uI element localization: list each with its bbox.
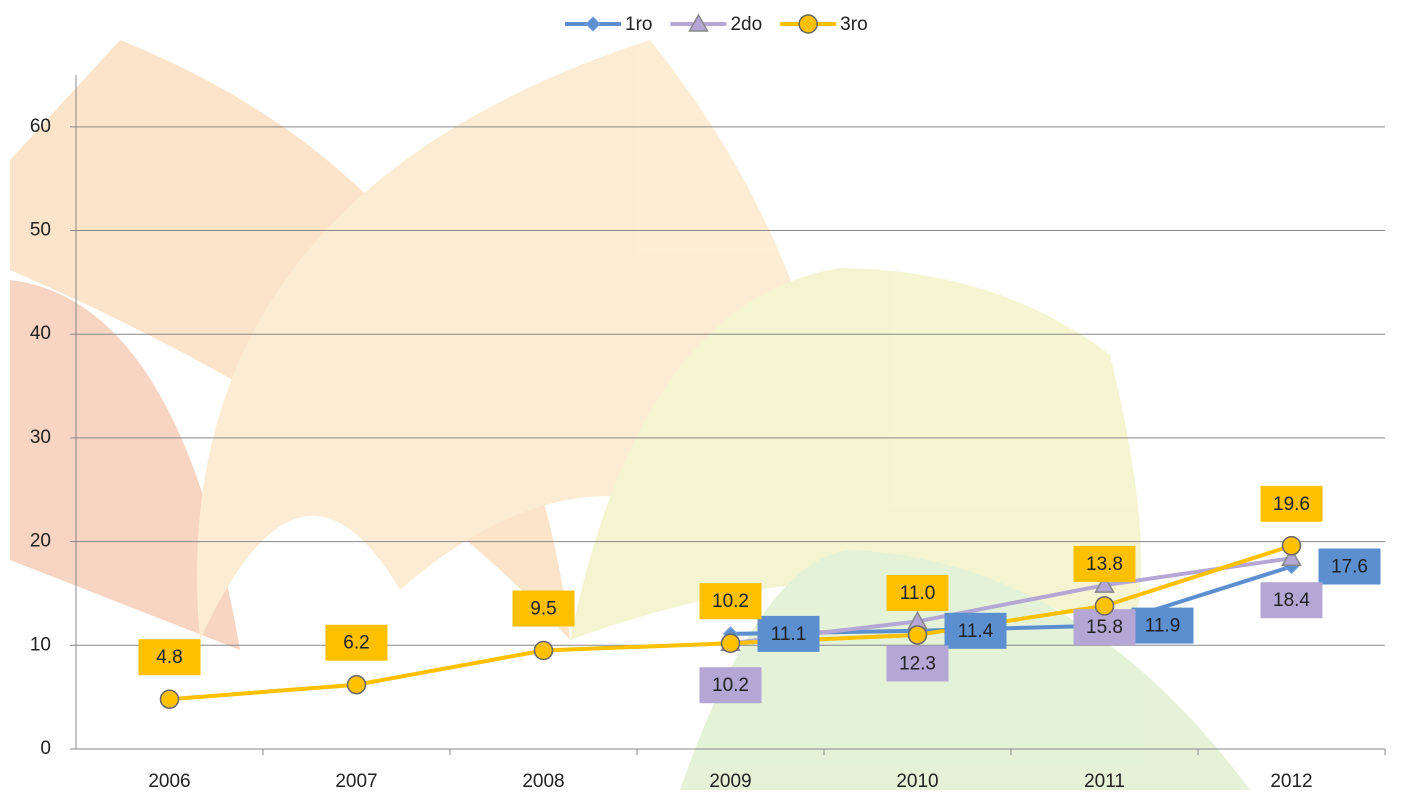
data-label-text: 6.2: [343, 633, 369, 654]
page: 1ro 2do 3ro 0 10 20 30 40 50 60 2006 2007 2008 2009 2…: [0, 0, 1401, 796]
data-label: 10.2: [700, 667, 762, 703]
data-label-text: 11.0: [900, 583, 936, 604]
x-tick-label: 2006: [148, 771, 190, 792]
data-label-text: 10.2: [712, 675, 749, 696]
background-decoration: [10, 40, 1250, 790]
data-label: 12.3: [887, 645, 949, 681]
legend: 1ro 2do 3ro: [565, 14, 868, 35]
y-tick-label: 20: [30, 531, 51, 552]
data-label-text: 10.2: [712, 591, 749, 612]
data-label: 11.1: [758, 616, 820, 652]
data-label: 13.8: [1074, 546, 1136, 582]
data-point: [1283, 537, 1301, 555]
data-label-text: 17.6: [1331, 557, 1368, 578]
data-label-text: 4.8: [156, 647, 182, 668]
data-label: 18.4: [1261, 582, 1323, 618]
data-point: [161, 690, 179, 708]
data-label-text: 11.9: [1145, 616, 1181, 637]
data-point: [909, 626, 927, 644]
data-label: 9.5: [513, 590, 575, 626]
x-tick-label: 2008: [522, 771, 564, 792]
data-label: 11.0: [887, 575, 949, 611]
data-label: 10.2: [700, 583, 762, 619]
data-label-text: 11.4: [958, 621, 994, 642]
x-tick-label: 2007: [335, 771, 377, 792]
y-tick-label: 10: [30, 634, 51, 655]
data-label-text: 12.3: [899, 653, 936, 674]
y-tick-label: 50: [30, 220, 51, 241]
legend-label: 1ro: [625, 14, 652, 35]
data-label: 4.8: [139, 639, 201, 675]
x-tick-label: 2012: [1270, 771, 1312, 792]
data-point: [535, 641, 553, 659]
data-label-text: 18.4: [1273, 590, 1310, 611]
x-tick-label: 2011: [1084, 771, 1125, 792]
data-label-text: 15.8: [1086, 617, 1123, 638]
chart: 1ro 2do 3ro 0 10 20 30 40 50 60 2006 2007 2008 2009 2…: [0, 0, 1401, 796]
x-tick-label: 2010: [896, 771, 938, 792]
x-tick-label: 2009: [709, 771, 751, 792]
data-label: 11.4: [945, 613, 1007, 649]
y-tick-label: 40: [30, 323, 51, 344]
legend-marker: [586, 17, 600, 31]
legend-marker: [799, 15, 817, 33]
data-label-text: 19.6: [1273, 494, 1310, 515]
data-point: [722, 634, 740, 652]
y-tick-label: 0: [40, 738, 51, 759]
data-point: [1096, 597, 1114, 615]
data-label: 17.6: [1319, 549, 1381, 585]
data-label: 19.6: [1261, 486, 1323, 522]
data-label-text: 13.8: [1086, 554, 1123, 575]
data-label-text: 9.5: [530, 599, 556, 620]
y-tick-label: 30: [30, 427, 51, 448]
data-label: 6.2: [326, 625, 388, 661]
data-label: 11.9: [1132, 608, 1194, 644]
data-point: [348, 676, 366, 694]
data-label-text: 11.1: [771, 624, 807, 645]
legend-label: 3ro: [840, 14, 867, 35]
y-tick-label: 60: [30, 116, 51, 137]
legend-label: 2do: [730, 14, 762, 35]
